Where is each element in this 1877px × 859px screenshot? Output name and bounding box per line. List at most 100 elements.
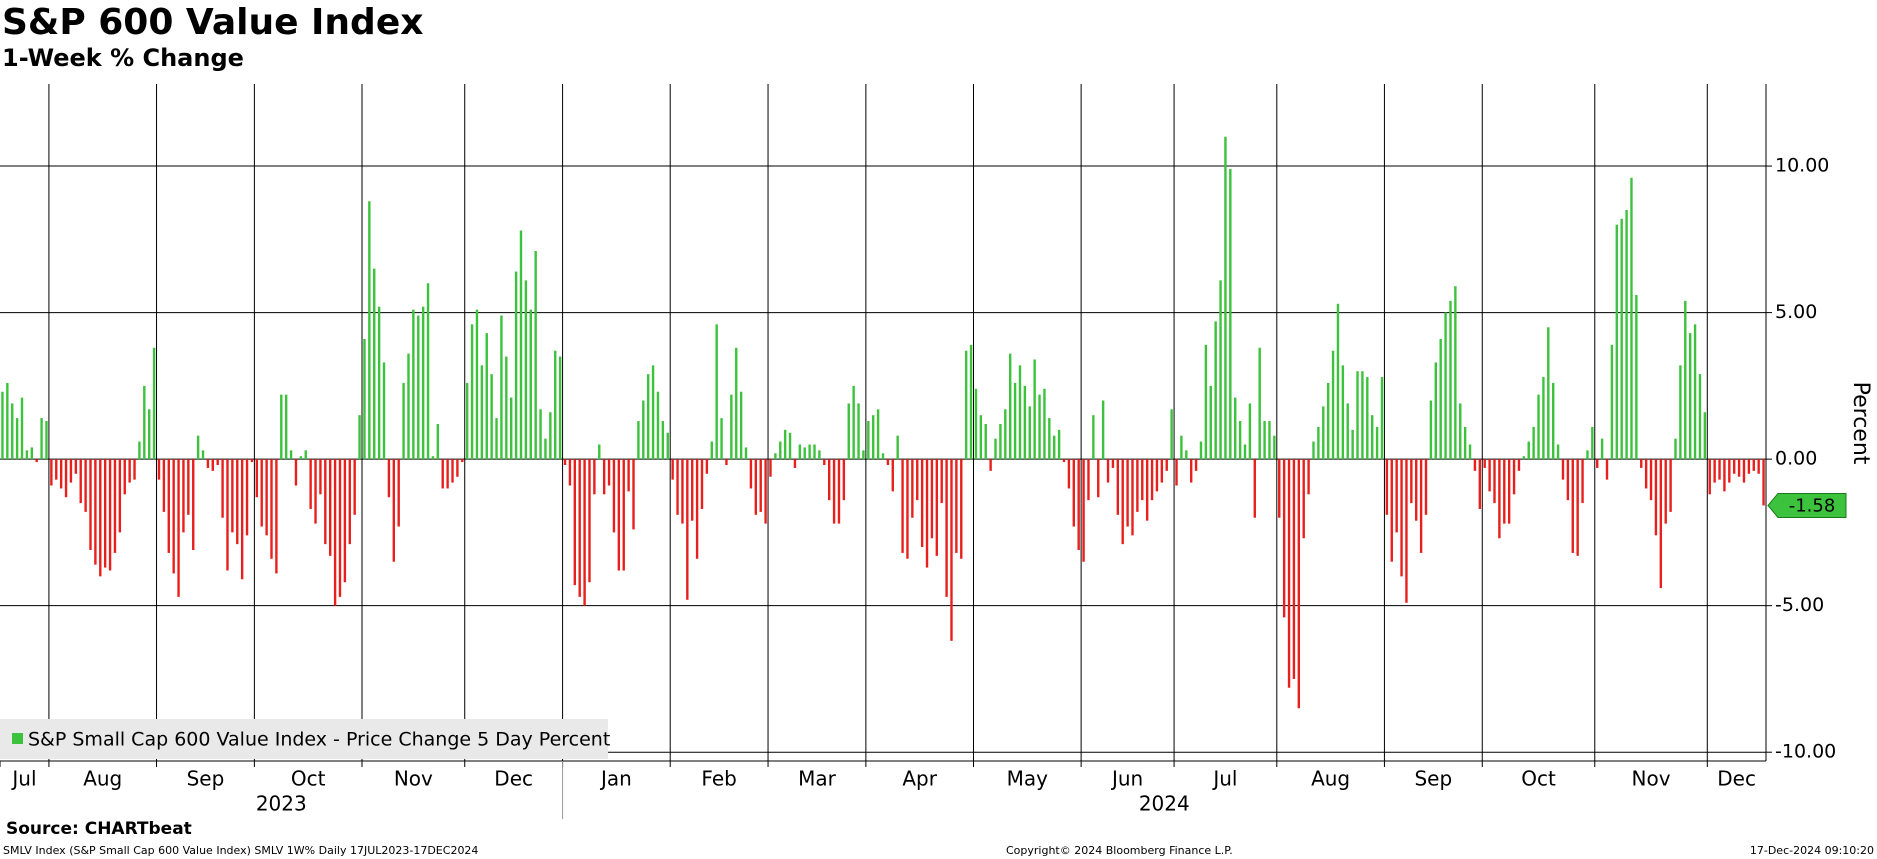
bar [309, 459, 312, 509]
bar [284, 394, 288, 460]
bar [465, 382, 469, 460]
bar [1659, 459, 1663, 589]
bar [832, 459, 836, 524]
bar [1053, 435, 1056, 460]
bar [431, 456, 435, 460]
bar [387, 459, 391, 498]
bar [55, 459, 58, 480]
bar [544, 438, 547, 460]
bar [6, 382, 9, 460]
bar [700, 459, 704, 509]
bar [1224, 136, 1227, 460]
year-label: 2024 [1139, 792, 1190, 816]
legend-box [0, 719, 608, 759]
bar [1204, 344, 1208, 460]
bar [373, 268, 376, 460]
bar [1473, 459, 1477, 471]
bar [1688, 333, 1692, 460]
bar [1253, 459, 1256, 518]
bar [436, 423, 440, 460]
bar [368, 201, 371, 460]
bar [1297, 459, 1301, 709]
bar [1248, 403, 1252, 460]
bar [818, 450, 821, 460]
bar [1131, 459, 1134, 536]
bar [837, 459, 841, 524]
bar [289, 450, 293, 460]
bar [294, 459, 298, 486]
bar [1023, 385, 1027, 460]
bar [1747, 459, 1751, 474]
bar [59, 459, 63, 489]
bar [1444, 312, 1447, 460]
bar [441, 459, 444, 489]
bar [236, 459, 239, 545]
bar [348, 459, 351, 545]
bar [1008, 353, 1012, 460]
bar [994, 438, 997, 460]
bar [813, 444, 816, 460]
bar [89, 459, 92, 550]
bar [578, 459, 581, 597]
bar [989, 459, 992, 471]
bar [177, 459, 180, 597]
bar [1336, 303, 1340, 460]
bar [1395, 459, 1398, 533]
bar [529, 309, 532, 460]
x-tick-label: Jul [1211, 767, 1237, 791]
bar [715, 324, 718, 460]
bar [1082, 459, 1085, 562]
bar [1566, 459, 1570, 501]
bar [30, 447, 33, 460]
bar [1302, 459, 1305, 539]
bar [1214, 321, 1217, 460]
bar [40, 418, 43, 460]
bar [1199, 441, 1203, 460]
bar [20, 397, 24, 460]
bar [617, 459, 621, 571]
bar [573, 459, 577, 586]
bar [1503, 459, 1506, 524]
x-tick-label: Nov [394, 767, 433, 791]
bar [769, 459, 772, 477]
bar [534, 251, 537, 460]
bar [793, 459, 797, 468]
y-axis-label: Percent [1848, 382, 1873, 465]
bar [554, 350, 557, 460]
bar [514, 271, 518, 460]
bar [1370, 415, 1374, 460]
bar [783, 429, 787, 460]
bar [148, 409, 151, 460]
bar [99, 459, 102, 577]
bar [1493, 459, 1496, 504]
bar [1326, 382, 1330, 460]
last-value-tag [1767, 492, 1847, 518]
bar [206, 459, 210, 468]
legend: S&P Small Cap 600 Value Index - Price Ch… [0, 719, 610, 759]
bar [1077, 459, 1080, 550]
bar [1268, 421, 1271, 460]
bar [1679, 365, 1682, 460]
bar [1282, 459, 1286, 618]
bar [382, 362, 386, 460]
bar [901, 459, 904, 553]
bar [1522, 456, 1526, 460]
bar [1136, 459, 1139, 512]
bar [280, 394, 283, 460]
bar [1576, 459, 1579, 556]
bar [749, 459, 753, 489]
y-tick-label: 5.00 [1775, 301, 1817, 323]
bar [656, 391, 660, 460]
bar [558, 356, 562, 460]
bar [940, 459, 943, 504]
bar [1097, 459, 1100, 498]
x-tick-label: Jul [10, 767, 36, 791]
bar [602, 459, 606, 495]
bar [143, 385, 146, 460]
bar [676, 459, 679, 515]
bar [412, 309, 415, 460]
bar [725, 459, 728, 465]
bar [421, 306, 425, 460]
bar [1410, 459, 1413, 504]
bar [103, 459, 107, 568]
